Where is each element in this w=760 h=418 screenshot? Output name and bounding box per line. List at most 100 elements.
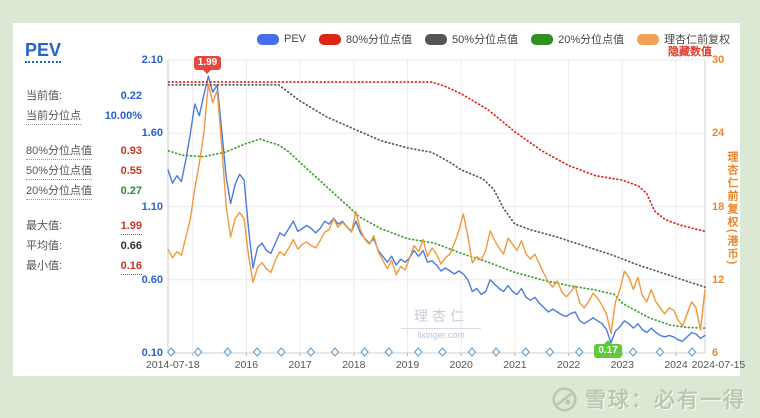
series-line-50%分位点值	[167, 84, 706, 288]
right-axis-title: 理杏仁前复权(港币)	[726, 151, 738, 267]
dividend-diamond-marker	[413, 347, 423, 357]
dividend-diamond-marker	[687, 347, 697, 357]
stat-row: 平均值: 0.66	[26, 239, 142, 253]
max-value-badge: 1.99	[193, 56, 222, 75]
right-axis-tick: 18	[712, 200, 725, 213]
x-axis-tick: 2019	[395, 359, 420, 371]
series-line-20%分位点值	[167, 138, 706, 329]
stat-label[interactable]: 当前分位点	[26, 109, 81, 125]
stat-value: 0.66	[120, 240, 142, 252]
stat-row: 最小值: 0.16	[26, 259, 142, 275]
dividend-diamond-marker	[521, 347, 530, 357]
series-line-80%分位点值	[167, 81, 706, 233]
dividend-diamond-marker	[360, 347, 369, 357]
legend-swatch-icon	[257, 33, 279, 45]
legend-item[interactable]: 20%分位点值	[531, 31, 624, 47]
x-axis-tick: 2023	[610, 359, 634, 371]
stat-value: 10.00%	[104, 110, 142, 122]
dividend-diamond-marker	[467, 347, 477, 357]
stat-row: 当前分位点 10.00%	[26, 109, 142, 125]
stat-value[interactable]: 1.99	[120, 219, 142, 235]
x-axis-tick: 2024-07-15	[691, 359, 746, 371]
chart-legend: PEV 80%分位点值 50%分位点值 20%分位点值 理杏仁前复权	[257, 31, 730, 47]
x-axis-tick: 2022	[556, 359, 581, 371]
xueqiu-footer-text: 雪球：必有一得	[585, 389, 746, 412]
legend-label: 理杏仁前复权	[664, 34, 731, 46]
x-axis-tick: 2020	[449, 359, 473, 371]
left-axis-tick: 1.60	[141, 127, 163, 140]
valuation-chart-card: PEV 当前值: 0.22 当前分位点 10.00% 80%分位点值 0.93 50%分位点…	[13, 23, 745, 376]
left-axis-tick: 2.10	[141, 54, 163, 66]
x-axis-tick: 2017	[288, 359, 312, 371]
dividend-diamond-marker	[252, 347, 262, 357]
badge-pointer	[604, 339, 613, 344]
metric-title[interactable]: PEV	[25, 41, 62, 63]
right-axis-tick: 24	[712, 127, 725, 140]
x-axis-tick: 2021	[503, 359, 527, 371]
lixinger-watermark: 理杏仁 lixinger.com	[401, 306, 481, 340]
legend-item[interactable]: 理杏仁前复权	[637, 31, 730, 47]
legend-item[interactable]: 50%分位点值	[425, 31, 518, 47]
right-axis-tick: 6	[712, 347, 719, 359]
legend-swatch-icon	[425, 33, 448, 45]
stat-row: 当前值: 0.22	[26, 89, 142, 103]
x-axis-tick: 2016	[234, 359, 259, 371]
stat-value: 0.55	[120, 165, 142, 177]
hide-values-button[interactable]: 隐藏数值	[668, 46, 712, 58]
legend-swatch-icon	[319, 33, 342, 45]
legend-swatch-icon	[637, 33, 660, 45]
stat-value: 0.22	[120, 90, 142, 102]
stat-value: 0.93	[120, 145, 142, 157]
legend-label: 80%分位点值	[346, 34, 413, 46]
stat-row: 20%分位点值 0.27	[26, 184, 142, 200]
x-axis-tick: 2024	[664, 359, 688, 371]
left-axis-tick: 1.10	[141, 200, 163, 213]
stat-row: 50%分位点值 0.55	[26, 164, 142, 180]
badge-pointer	[203, 70, 212, 75]
stat-label[interactable]: 20%分位点值	[26, 184, 93, 200]
legend-item[interactable]: 80%分位点值	[319, 31, 412, 47]
dividend-diamond-marker	[223, 347, 232, 357]
dividend-diamond-marker	[655, 347, 665, 357]
xueqiu-footer: 雪球：必有一得	[551, 384, 746, 414]
legend-item[interactable]: PEV	[257, 33, 306, 45]
stat-label: 最小值:	[26, 260, 63, 272]
stat-label[interactable]: 50%分位点值	[26, 164, 93, 180]
dividend-diamond-marker	[628, 347, 638, 357]
legend-label: 20%分位点值	[558, 34, 625, 46]
legend-label: PEV	[284, 33, 307, 45]
x-axis-tick: 2018	[342, 359, 366, 371]
min-value-badge: 0.17	[594, 339, 622, 358]
stat-label: 当前值:	[26, 90, 63, 102]
stat-value[interactable]: 0.16	[120, 259, 142, 275]
xueqiu-logo-icon	[552, 386, 577, 412]
stat-value: 0.27	[120, 185, 142, 197]
series-line-理杏仁前复权	[167, 83, 706, 335]
left-axis-tick: 0.10	[141, 347, 163, 359]
chart-canvas	[166, 59, 706, 357]
dividend-diamond-marker	[575, 347, 584, 357]
stat-row: 最大值: 1.99	[26, 219, 142, 235]
right-axis-tick: 30	[712, 54, 725, 66]
dividend-diamond-marker	[545, 347, 555, 357]
dividend-diamond-marker	[193, 347, 203, 357]
dividend-diamond-marker	[166, 347, 176, 357]
stat-label: 最大值:	[26, 220, 63, 232]
stat-label[interactable]: 80%分位点值	[26, 144, 93, 160]
right-axis-tick: 12	[712, 273, 725, 286]
legend-label: 50%分位点值	[452, 34, 519, 46]
watermark-brand: 理杏仁	[401, 306, 481, 329]
chart-plot-area[interactable]: 1.99 0.17	[166, 56, 706, 358]
stat-row: 80%分位点值 0.93	[26, 144, 142, 160]
dividend-diamond-marker	[306, 347, 316, 357]
left-axis-tick: 0.60	[141, 273, 163, 286]
series-line-PEV	[167, 75, 706, 344]
dividend-diamond-marker	[384, 347, 394, 357]
dividend-diamond-marker	[438, 347, 447, 357]
watermark-domain: lixinger.com	[417, 330, 465, 340]
stat-label: 平均值:	[26, 240, 63, 252]
dividend-diamond-marker	[491, 347, 501, 357]
dividend-diamond-marker	[277, 347, 286, 357]
legend-swatch-icon	[531, 33, 554, 45]
